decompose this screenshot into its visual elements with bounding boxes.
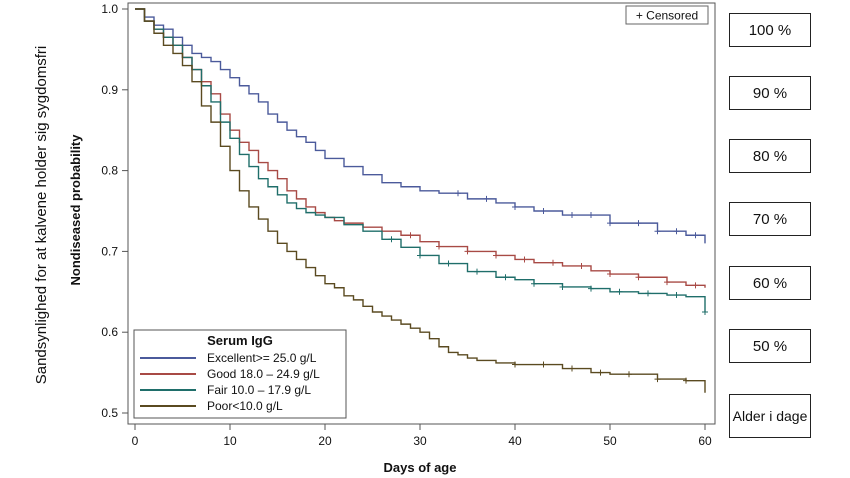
censored-mark [645,290,651,297]
plot-frame [127,2,716,425]
x-tick-label: 0 [132,434,139,448]
censored-mark [531,280,537,287]
censored-mark [616,288,623,295]
censored-mark [388,236,395,243]
censored-mark [664,279,670,286]
censored-mark [569,365,575,372]
censored-mark [540,208,547,214]
censored-mark [407,232,414,239]
censored-mark [597,369,604,376]
censored-mark [483,195,490,202]
censored-mark [626,371,632,378]
x-tick-label: 40 [508,434,522,448]
y-tick-label: 0.6 [101,325,118,339]
y-tick-label: 1.0 [101,2,118,16]
legend-label-1: Good 18.0 – 24.9 g/L [207,367,320,381]
censored-mark [502,274,509,281]
y-tick-label: 0.9 [101,83,118,97]
censored-mark [692,282,699,289]
annotation-70: 70 % [729,202,811,236]
x-tick-label: 10 [223,434,237,448]
censored-mark [673,292,680,299]
legend: Serum IgG Excellent>= 25.0 g/L Good 18.0 … [133,329,347,419]
series-line-1 [135,8,706,288]
censored-mark [521,256,528,263]
y-tick-label: 0.8 [101,164,118,178]
x-tick-label: 20 [318,434,332,448]
x-tick-label: 60 [698,434,712,448]
x-tick-label: 30 [413,434,427,448]
censored-mark [635,220,642,227]
censored-mark [550,259,556,266]
censored-mark [493,252,499,259]
censored-mark [474,268,480,275]
y-tick-label: 0.7 [101,244,118,258]
censored-mark [654,376,661,383]
censored-mark [512,203,518,210]
censored-mark [540,361,547,368]
censored-mark [692,232,699,239]
legend-label-2: Fair 10.0 – 17.9 g/L [207,383,311,397]
censored-legend-label: + Censored [636,9,698,23]
censored-mark [569,212,575,219]
censored-mark [654,228,661,235]
censored-mark [588,212,594,219]
series-line-2 [135,8,706,312]
censored-mark [683,377,689,384]
annotation-50: 50 % [729,329,811,363]
censored-mark [635,274,642,281]
censored-mark [607,271,613,278]
censored-mark [588,285,594,292]
censored-mark [455,190,461,197]
series-line-0 [135,8,706,244]
censored-mark [464,248,471,255]
annotation-80: 80 % [729,139,811,173]
censored-mark [702,309,708,315]
annotation-100: 100 % [729,13,811,47]
censored-mark [607,220,613,227]
censored-mark [578,262,585,269]
y-tick-label: 0.5 [101,406,118,420]
outer-y-axis-label: Sandsynlighed for at kalvene holder sig … [33,46,50,385]
censored-mark [673,228,680,235]
censored-mark [436,243,442,250]
age-box: Alder i dage [729,394,811,438]
censored-mark [559,283,566,290]
y-axis-label: Nondiseased probability [68,134,83,286]
censored-mark [512,361,518,368]
legend-label-3: Poor<10.0 g/L [207,399,283,413]
censored-legend: + Censored [625,5,709,25]
legend-title: Serum IgG [207,333,273,348]
censored-legend-box [625,5,709,25]
x-tick-label: 50 [603,434,617,448]
censored-mark [417,252,423,259]
legend-label-0: Excellent>= 25.0 g/L [207,351,317,365]
x-axis-label: Days of age [384,460,457,475]
annotation-90: 90 % [729,76,811,110]
censored-mark [445,260,452,267]
annotation-60: 60 % [729,266,811,300]
series-line-3 [135,8,706,393]
